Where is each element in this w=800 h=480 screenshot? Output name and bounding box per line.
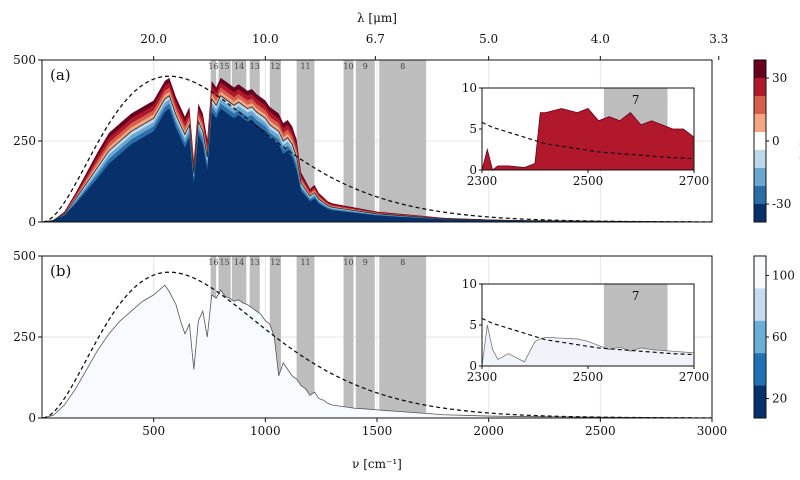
band-label: 11	[300, 62, 310, 71]
colorbar-segment	[754, 78, 766, 97]
band-label: 13	[250, 258, 260, 267]
band-label: 12	[270, 62, 280, 71]
band-region	[379, 60, 427, 222]
top-axis-tick-label: 6.7	[366, 32, 385, 46]
band-region	[355, 256, 375, 418]
band-region	[379, 256, 427, 418]
band-label: 12	[270, 258, 280, 267]
dashed-curve	[42, 271, 711, 419]
inset-x-tick-label: 2700	[679, 174, 710, 188]
panel-label: (b)	[50, 262, 71, 280]
y-tick-label: 0	[28, 411, 36, 425]
inset-y-tick-label: 5	[469, 318, 477, 332]
colorbar-tick-label: 20	[772, 392, 787, 406]
inset-spectrum	[481, 324, 695, 367]
band-region	[343, 60, 354, 222]
band-label: 11	[300, 258, 310, 267]
band-label: 15	[219, 62, 229, 71]
band-label: 10	[343, 62, 353, 71]
colorbar-segment	[754, 353, 766, 387]
inset-spectrum	[481, 108, 695, 171]
band-region	[343, 256, 354, 418]
x-tick-label: 500	[142, 424, 165, 438]
y-tick-label: 500	[13, 249, 36, 263]
band-region	[296, 256, 315, 418]
inset-y-tick-label: 10	[462, 277, 477, 291]
spectrum-line	[41, 284, 713, 419]
x-tick-label: 1500	[362, 424, 393, 438]
x-axis-label: ν [cm⁻¹]	[352, 457, 402, 471]
colorbar-segment	[754, 186, 766, 205]
colorbar-segment	[754, 204, 766, 223]
inset-x-tick-label: 2500	[573, 370, 604, 384]
inset-dashed-curve	[481, 121, 695, 160]
inset-band-label: 7	[632, 289, 640, 303]
spectrum-layer	[42, 108, 712, 222]
band-label: 14	[234, 62, 244, 71]
colorbar-segment	[754, 385, 766, 419]
colorbar-tick-label: 0	[772, 134, 780, 148]
colorbar-tick-label: 100	[772, 268, 795, 282]
top-axis-tick-label: 5.0	[479, 32, 498, 46]
y-tick-label: 500	[13, 53, 36, 67]
x-tick-label: 2500	[585, 424, 616, 438]
top-axis-label: λ [μm]	[357, 11, 397, 25]
band-label: 15	[219, 258, 229, 267]
band-label: 8	[400, 258, 405, 267]
band-label: 16	[208, 258, 218, 267]
colorbar-segment	[754, 114, 766, 133]
band-label: 8	[400, 62, 405, 71]
band-label: 9	[363, 62, 368, 71]
colorbar-segment	[754, 60, 766, 79]
top-axis-tick-label: 20.0	[140, 32, 167, 46]
inset-band-label: 7	[632, 93, 640, 107]
colorbar-segment	[754, 150, 766, 169]
spectrum-line	[41, 94, 713, 223]
colorbar-segment	[754, 320, 766, 354]
top-axis-tick-label: 10.0	[252, 32, 279, 46]
inset-y-tick-label: 10	[462, 81, 477, 95]
inset-x-tick-label: 2500	[573, 174, 604, 188]
panel-label: (a)	[50, 66, 71, 84]
band-label: 13	[250, 62, 260, 71]
x-tick-label: 2000	[473, 424, 504, 438]
colorbar-segment	[754, 288, 766, 322]
colorbar-tick-label: 60	[772, 330, 787, 344]
inset-y-tick-label: 0	[469, 359, 477, 373]
x-tick-label: 3000	[697, 424, 728, 438]
x-tick-label: 1000	[250, 424, 281, 438]
inset-y-tick-label: 0	[469, 163, 477, 177]
band-label: 14	[234, 258, 244, 267]
colorbar-tick-label: 30	[772, 71, 787, 85]
inset-x-tick-label: 2700	[679, 370, 710, 384]
colorbar-segment	[754, 168, 766, 187]
band-region	[355, 60, 375, 222]
y-tick-label: 250	[13, 134, 36, 148]
band-region	[269, 256, 281, 418]
inset-dashed-curve	[481, 317, 695, 356]
band-label: 10	[343, 258, 353, 267]
colorbar-segment	[754, 256, 766, 289]
top-axis-tick-label: 4.0	[591, 32, 610, 46]
colorbar-segment	[754, 132, 766, 151]
dashed-curve	[42, 75, 711, 223]
y-tick-label: 0	[28, 215, 36, 229]
top-axis-tick-label: 3.3	[709, 32, 728, 46]
band-label: 16	[208, 62, 218, 71]
colorbar-tick-label: -30	[772, 197, 791, 211]
inset-x-tick-label: 2300	[467, 174, 498, 188]
y-tick-label: 250	[13, 330, 36, 344]
band-label: 9	[363, 258, 368, 267]
inset-y-tick-label: 5	[469, 122, 477, 136]
colorbar-segment	[754, 96, 766, 115]
inset-x-tick-label: 2300	[467, 370, 498, 384]
